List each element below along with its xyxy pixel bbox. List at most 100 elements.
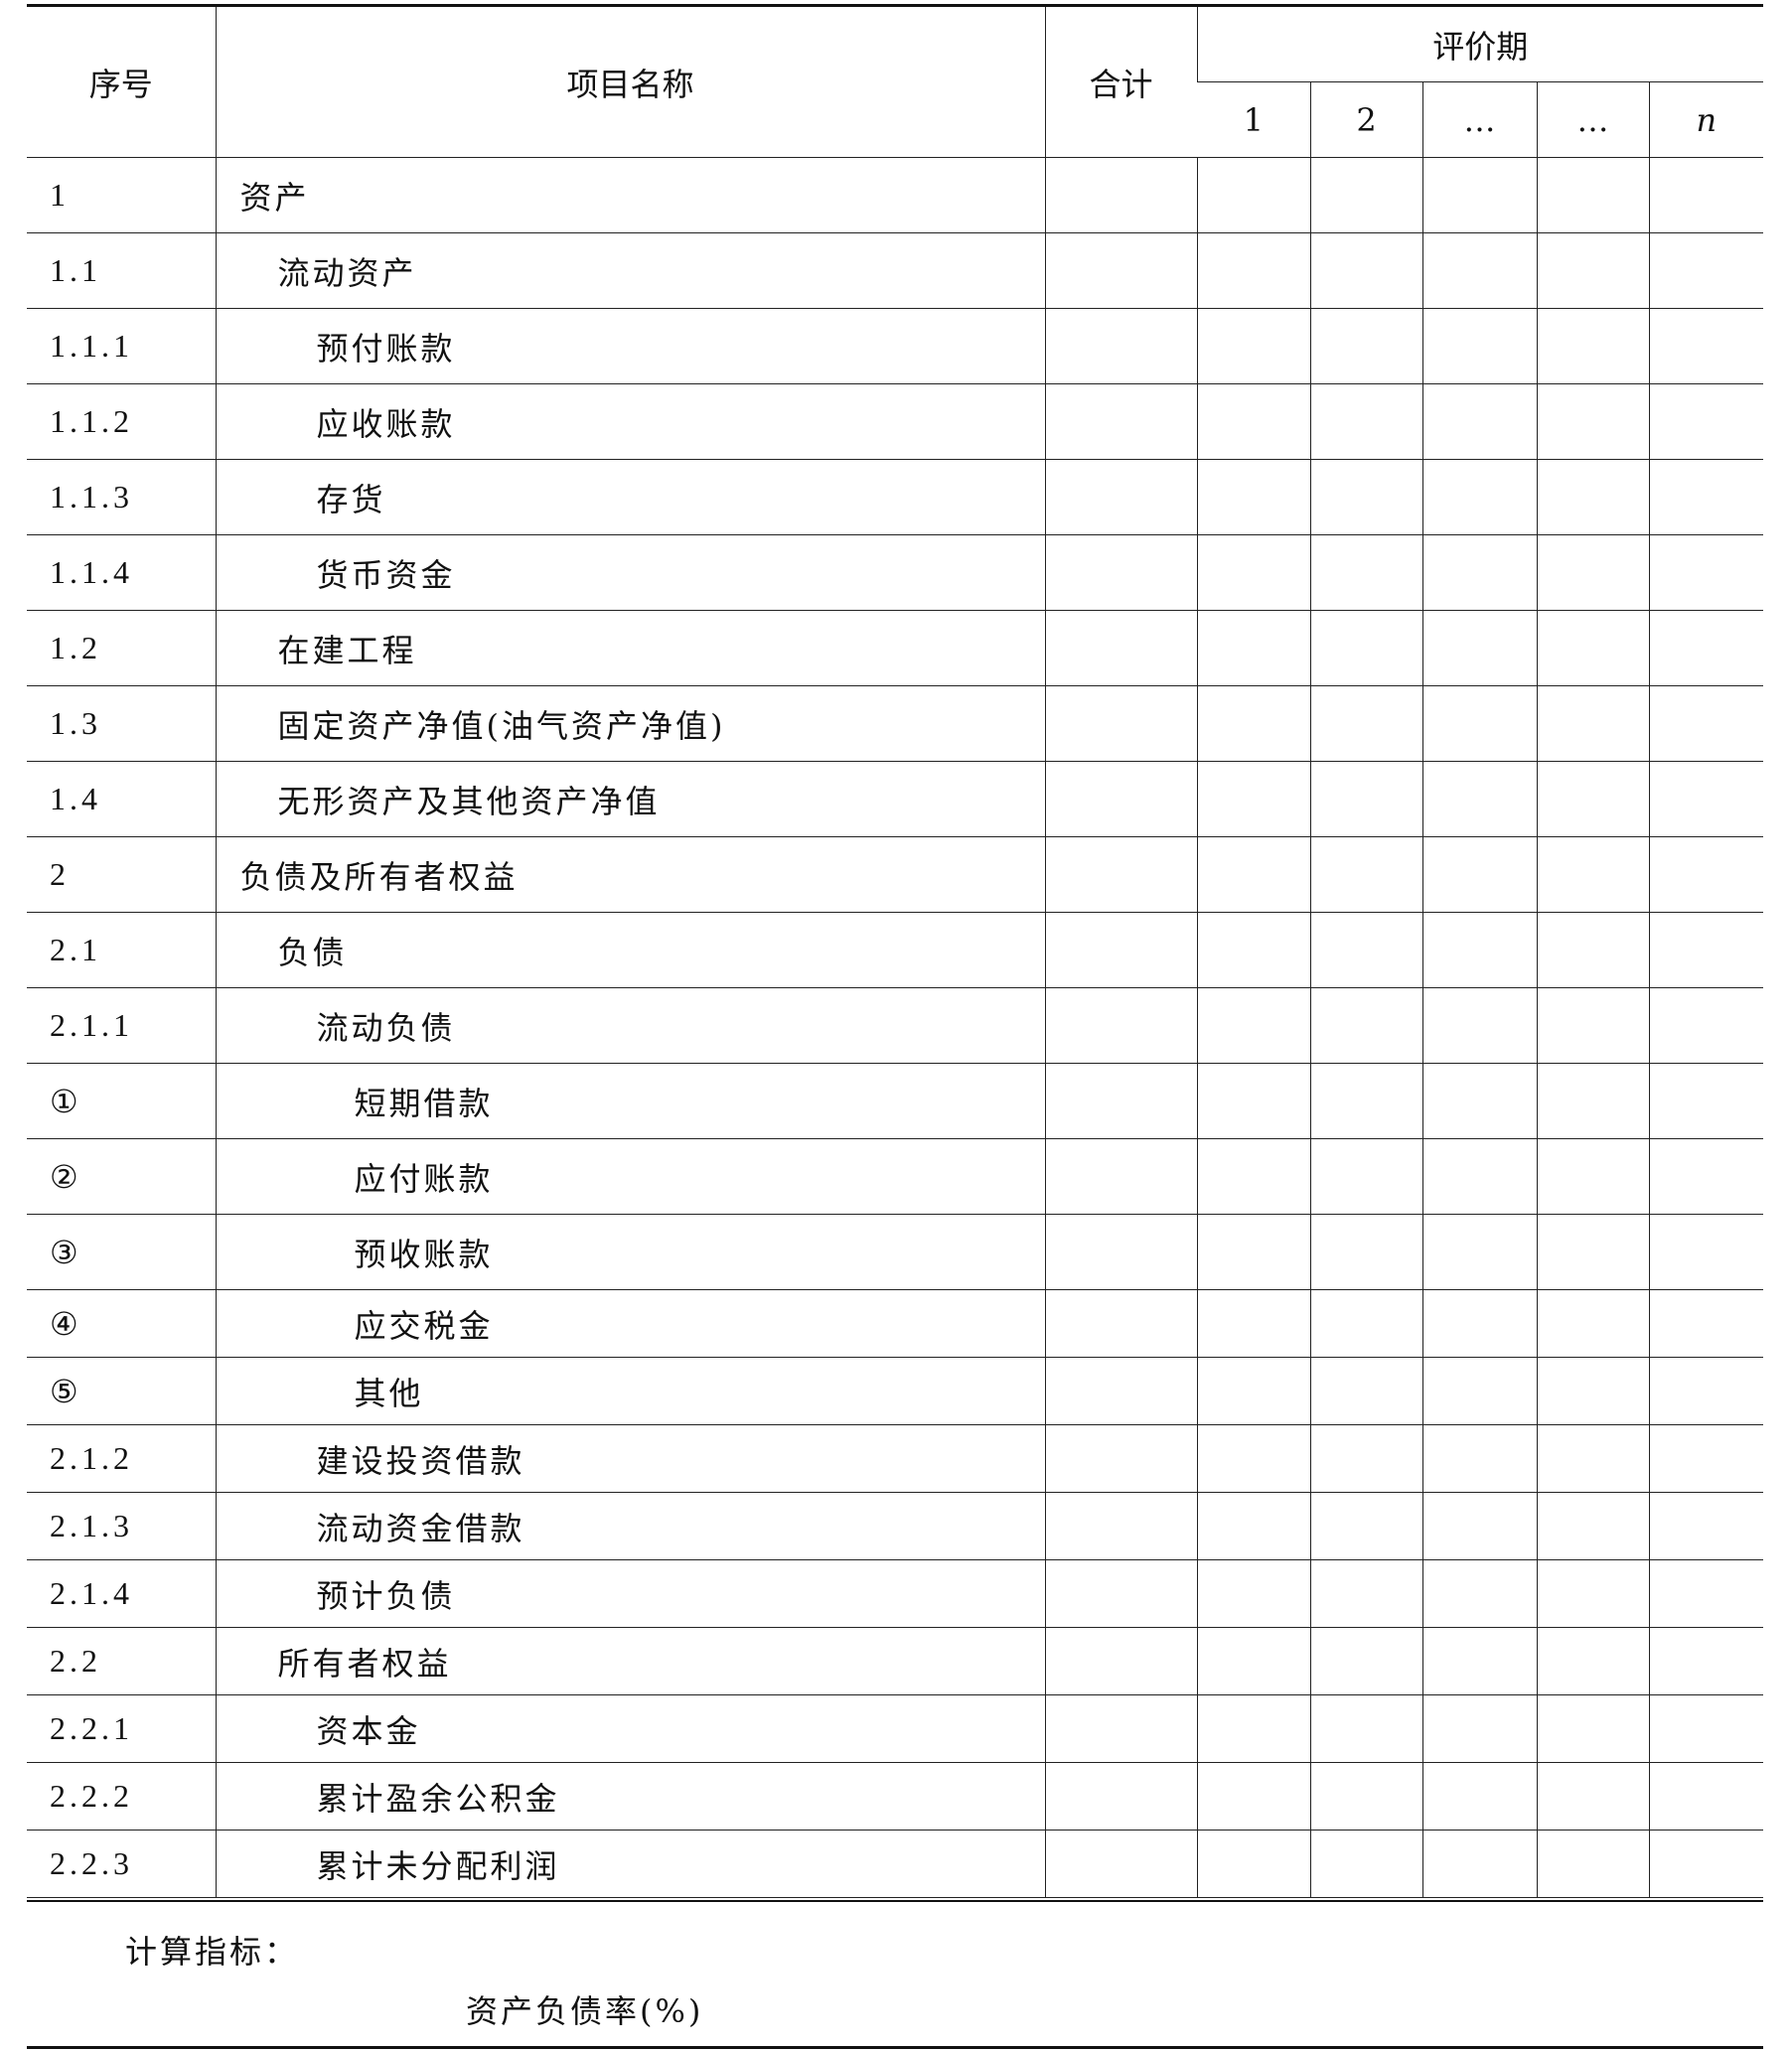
table-row: 1.3 固定资产净值(油气资产净值) [27,685,1764,762]
period-cell [1536,383,1649,460]
row-item-name: 流动负债 [215,987,1045,1064]
period-cell [1196,1694,1310,1763]
total-cell [1044,1694,1197,1763]
period-cell [1196,1559,1310,1628]
period-cell [1536,610,1649,686]
header-seq: 序号 [27,7,216,158]
row-number: 1.1.2 [27,383,216,460]
period-cell [1536,1762,1649,1831]
period-cell [1196,1214,1310,1290]
period-cell [1196,685,1310,762]
period-cell [1421,1424,1537,1493]
total-cell [1044,912,1197,988]
period-cell [1421,912,1537,988]
row-item-name: 所有者权益 [215,1627,1045,1695]
period-cell [1648,987,1764,1064]
period-cell [1648,534,1764,611]
row-item-name: 负债及所有者权益 [215,836,1045,913]
period-cell [1536,836,1649,913]
table-row: 1.2 在建工程 [27,610,1764,686]
period-cell [1421,1492,1537,1560]
period-cell [1309,836,1422,913]
row-number: 1.3 [27,685,216,762]
header-period-n: n [1648,81,1764,158]
total-cell [1044,1063,1197,1139]
total-cell [1044,1357,1197,1425]
period-cell [1309,987,1422,1064]
row-number: 2 [27,836,216,913]
table-row: 2.1 负债 [27,912,1764,988]
indicators-label: 计算指标： [125,1933,300,1971]
table-row: 2.1.1 流动负债 [27,987,1764,1064]
period-cell [1648,1214,1764,1290]
period-cell [1536,1627,1649,1695]
period-cell [1421,987,1537,1064]
table-row: 2.2 所有者权益 [27,1627,1764,1695]
period-cell [1196,308,1310,384]
period-cell [1421,534,1537,611]
row-number: ④ [27,1289,216,1358]
row-item-name: 流动资金借款 [215,1492,1045,1560]
period-cell [1536,1492,1649,1560]
period-cell [1648,610,1764,686]
table-row: 2.2.3 累计未分配利润 [27,1830,1764,1898]
row-number: 2.1.3 [27,1492,216,1560]
period-cell [1536,1214,1649,1290]
period-cell [1196,610,1310,686]
total-cell [1044,459,1197,535]
period-cell [1536,1138,1649,1215]
period-cell [1536,157,1649,233]
row-number: 1.4 [27,761,216,837]
row-item-name: 负债 [215,912,1045,988]
row-item-name: 应收账款 [215,383,1045,460]
header-name: 项目名称 [215,7,1045,158]
period-cell [1421,610,1537,686]
period-cell [1309,1214,1422,1290]
table-bottom-rule [27,1900,1763,1902]
row-item-name: 货币资金 [215,534,1045,611]
period-cell [1536,685,1649,762]
period-cell [1196,912,1310,988]
row-number: 2.2.1 [27,1694,216,1763]
period-cell [1196,232,1310,309]
period-cell [1196,1492,1310,1560]
period-cell [1648,157,1764,233]
indicator-debt-ratio: 资产负债率(%) [466,1992,704,2030]
period-cell [1309,1138,1422,1215]
period-cell [1648,308,1764,384]
period-cell [1536,912,1649,988]
period-cell [1648,459,1764,535]
header-period-2: 2 [1309,81,1422,158]
period-cell [1421,232,1537,309]
period-cell [1648,232,1764,309]
table-row: ① 短期借款 [27,1063,1764,1139]
period-cell [1196,157,1310,233]
total-cell [1044,761,1197,837]
period-cell [1421,1357,1537,1425]
period-cell [1536,761,1649,837]
total-cell [1044,1138,1197,1215]
period-cell [1421,157,1537,233]
period-cell [1648,836,1764,913]
period-cell [1536,1830,1649,1898]
row-item-name: 应付账款 [215,1138,1045,1215]
period-cell [1196,459,1310,535]
row-item-name: 资本金 [215,1694,1045,1763]
period-cell [1421,1694,1537,1763]
period-cell [1421,1289,1537,1358]
total-cell [1044,987,1197,1064]
row-number: 1 [27,157,216,233]
period-cell [1648,1694,1764,1763]
period-cell [1536,1063,1649,1139]
row-item-name: 累计盈余公积金 [215,1762,1045,1831]
period-cell [1421,1214,1537,1290]
row-number: ② [27,1138,216,1215]
period-cell [1309,761,1422,837]
table-row: 2 负债及所有者权益 [27,836,1764,913]
period-cell [1421,1063,1537,1139]
row-item-name: 在建工程 [215,610,1045,686]
table-row: 2.1.4 预计负债 [27,1559,1764,1628]
period-cell [1536,987,1649,1064]
period-cell [1536,1289,1649,1358]
period-cell [1196,1762,1310,1831]
